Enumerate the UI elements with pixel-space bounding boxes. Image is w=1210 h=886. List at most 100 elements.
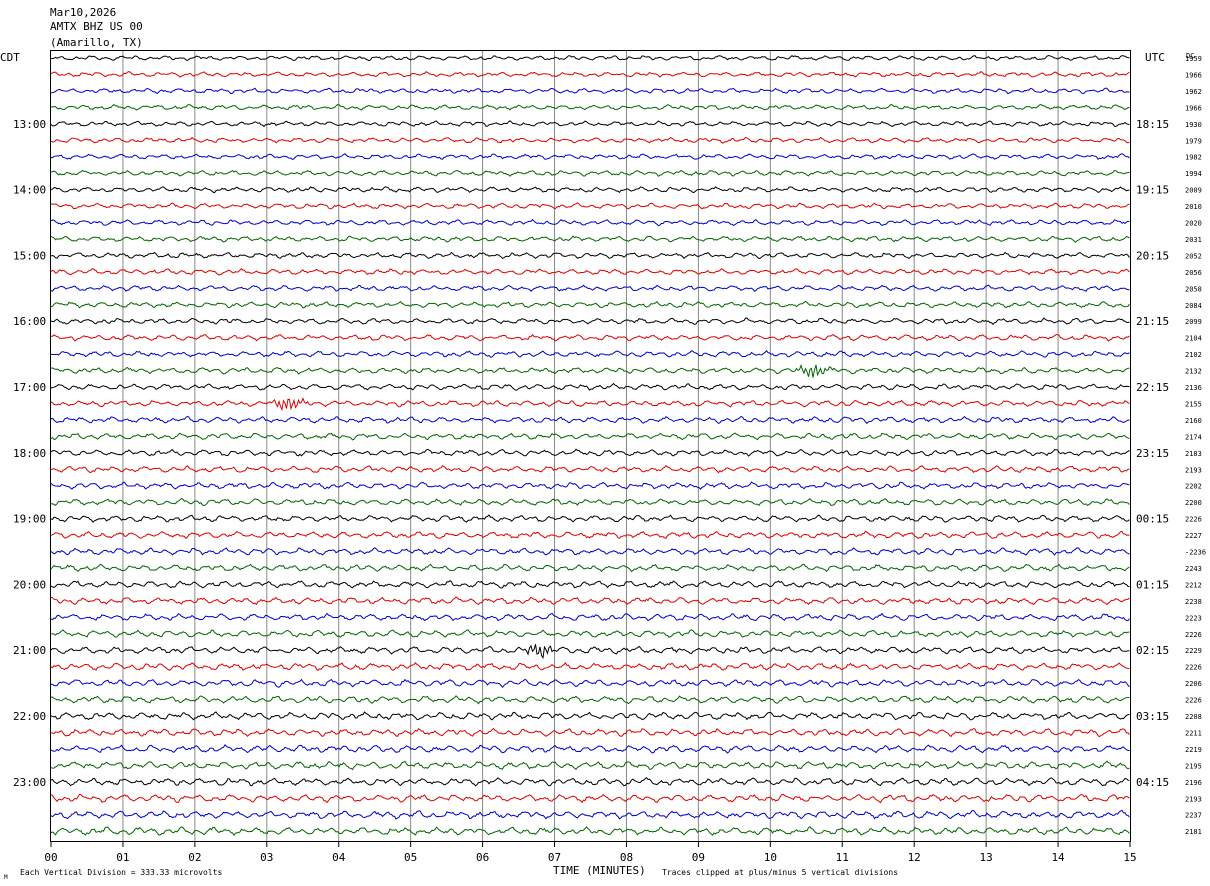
trace-row-3 <box>50 103 1130 111</box>
x-tick-label: 08 <box>620 851 633 864</box>
right-hour-label: 18:15 <box>1136 118 1169 131</box>
dc-value-label: 1994 <box>1185 170 1202 178</box>
trace-row-47 <box>50 826 1130 836</box>
scale-note: Each Vertical Division = 333.33 microvol… <box>20 868 222 877</box>
trace-row-40 <box>50 711 1130 721</box>
right-hour-label: 19:15 <box>1136 184 1169 197</box>
dc-value-label: 2243 <box>1185 565 1202 573</box>
left-hour-label: 13:00 <box>13 118 46 131</box>
left-hour-label: 21:00 <box>13 644 46 657</box>
dc-value-label: 2193 <box>1185 466 1202 474</box>
dc-value-label: 2195 <box>1185 762 1202 770</box>
dc-value-label: 2200 <box>1185 499 1202 507</box>
right-hour-label: 23:15 <box>1136 447 1169 460</box>
left-hour-label: 16:00 <box>13 315 46 328</box>
dc-value-label: 2212 <box>1185 581 1202 589</box>
right-hour-label: 03:15 <box>1136 710 1169 723</box>
right-hour-label: 00:15 <box>1136 513 1169 526</box>
dc-value-label: 2223 <box>1185 614 1202 622</box>
dc-value-label: 2202 <box>1185 483 1202 491</box>
trace-row-46 <box>50 809 1130 820</box>
trace-row-7 <box>50 169 1130 177</box>
trace-row-38 <box>50 678 1130 688</box>
corner-mark: M <box>4 874 8 881</box>
x-tick-label: 04 <box>332 851 346 864</box>
dc-value-label: 2010 <box>1185 203 1202 211</box>
dc-value-label: 2208 <box>1185 713 1202 721</box>
trace-row-1 <box>50 71 1130 78</box>
x-tick-label: 12 <box>908 851 921 864</box>
left-hour-label: 19:00 <box>13 513 46 526</box>
dc-value-label: 2009 <box>1185 187 1202 195</box>
dc-value-label: 2104 <box>1185 335 1202 343</box>
trace-row-4 <box>50 120 1130 128</box>
right-hour-label: 04:15 <box>1136 776 1169 789</box>
dc-value-label: 2160 <box>1185 417 1202 425</box>
trace-row-43 <box>50 760 1130 771</box>
dc-value-label: 1959 <box>1185 55 1202 63</box>
trace-row-39 <box>50 695 1130 705</box>
trace-row-19 <box>50 364 1130 378</box>
trace-row-32 <box>50 580 1130 589</box>
dc-value-labels: 1959 1966 1962 1966 1930 1979 1982 1994 2009 2010… <box>1185 55 1206 836</box>
dc-value-label: 2031 <box>1185 236 1202 244</box>
trace-row-5 <box>50 136 1130 144</box>
dc-value-label: 1982 <box>1185 154 1202 162</box>
left-hour-label: 18:00 <box>13 447 46 460</box>
right-hour-label: 22:15 <box>1136 381 1169 394</box>
trace-row-44 <box>50 776 1130 787</box>
left-hour-label: 14:00 <box>13 184 46 197</box>
dc-value-label: 1930 <box>1185 121 1202 129</box>
station-label: AMTX BHZ US 00 <box>50 20 143 33</box>
dc-value-label: 2132 <box>1185 368 1202 376</box>
dc-value-label: -2236 <box>1185 549 1206 557</box>
left-hour-labels: 13:00 14:00 15:00 16:00 17:00 18:00 19:00 20:00… <box>13 118 46 789</box>
dc-value-label: 2229 <box>1185 647 1202 655</box>
right-hour-label: 02:15 <box>1136 644 1169 657</box>
dc-value-label: 2227 <box>1185 532 1202 540</box>
x-tick-label: 09 <box>692 851 705 864</box>
dc-value-label: 2226 <box>1185 516 1202 524</box>
dc-value-label: 2181 <box>1185 828 1202 836</box>
trace-row-22 <box>50 415 1130 425</box>
x-tick-label: 11 <box>836 851 849 864</box>
dc-value-label: 2058 <box>1185 285 1202 293</box>
x-tick-label: 07 <box>548 851 561 864</box>
clip-note: Traces clipped at plus/minus 5 vertical … <box>662 868 898 877</box>
trace-row-11 <box>50 235 1130 243</box>
trace-row-13 <box>50 267 1130 276</box>
trace-row-37 <box>50 661 1130 672</box>
dc-value-label: 1979 <box>1185 137 1202 145</box>
dc-value-label: 2196 <box>1185 779 1202 787</box>
trace-row-31 <box>50 563 1130 573</box>
trace-row-18 <box>50 349 1130 358</box>
left-hour-label: 22:00 <box>13 710 46 723</box>
trace-row-17 <box>50 333 1130 342</box>
trace-row-16 <box>50 317 1130 326</box>
left-hour-label: 23:00 <box>13 776 46 789</box>
left-hour-label: 15:00 <box>13 249 46 262</box>
dc-value-label: 2084 <box>1185 302 1202 310</box>
left-hour-label: 17:00 <box>13 381 46 394</box>
dc-value-label: 2226 <box>1185 697 1202 705</box>
right-timezone-label: UTC <box>1145 51 1165 64</box>
trace-row-15 <box>50 300 1130 309</box>
trace-row-10 <box>50 218 1130 227</box>
gridlines <box>122 51 1059 841</box>
dc-value-label: 2052 <box>1185 252 1202 260</box>
dc-value-label: 2174 <box>1185 433 1202 441</box>
dc-value-label: 2219 <box>1185 746 1202 754</box>
dc-value-label: 1962 <box>1185 88 1202 96</box>
left-hour-label: 20:00 <box>13 578 46 591</box>
trace-row-8 <box>50 186 1130 194</box>
trace-row-35 <box>50 629 1130 638</box>
right-hour-label: 20:15 <box>1136 249 1169 262</box>
dc-value-label: 2136 <box>1185 384 1202 392</box>
dc-value-label: 2206 <box>1185 680 1202 688</box>
date-label: Mar10,2026 <box>50 6 116 19</box>
right-hour-labels: 18:15 19:15 20:15 21:15 22:15 23:15 00:15 01:15… <box>1136 118 1169 789</box>
dc-label: DC <box>1186 52 1194 60</box>
dc-value-label: 2238 <box>1185 598 1202 606</box>
trace-row-36 <box>50 644 1130 660</box>
